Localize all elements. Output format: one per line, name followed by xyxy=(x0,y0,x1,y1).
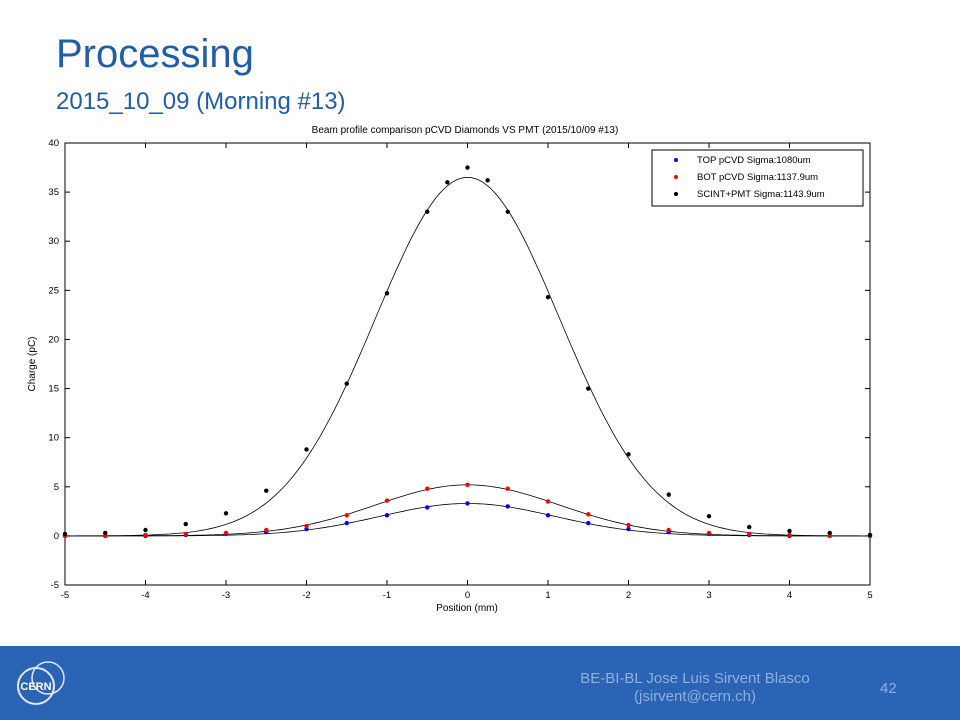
legend: TOP pCVD Sigma:1080um BOT pCVD Sigma:113… xyxy=(651,149,864,207)
legend-label-top: TOP pCVD Sigma:1080um xyxy=(697,155,811,166)
data-point-series-1 xyxy=(545,499,551,504)
x-axis-label: Position (mm) xyxy=(436,603,498,614)
cern-logo-icon: CERN xyxy=(17,661,65,705)
cern-logo-text: CERN xyxy=(20,681,51,693)
data-point-series-2 xyxy=(465,165,470,170)
footer-author-email: (jsirvent@cern.ch) xyxy=(634,688,756,705)
page-number: 42 xyxy=(880,680,897,697)
data-point-series-2 xyxy=(747,524,752,530)
y-tick-label: 30 xyxy=(48,236,59,247)
y-axis: -5 0 5 10 15 20 25 30 35 40 xyxy=(48,138,870,591)
legend-label-bot: BOT pCVD Sigma:1137.9um xyxy=(697,172,818,183)
footer-author-name: BE-BI-BL Jose Luis Sirvent Blasco xyxy=(580,670,810,687)
y-axis-label: Charge (pC) xyxy=(27,336,38,391)
data-point-series-2 xyxy=(344,381,349,386)
data-point-series-2 xyxy=(445,180,450,185)
data-point-series-2 xyxy=(183,521,188,527)
beam-profile-chart: Beam profile comparison pCVD Diamonds VS… xyxy=(27,125,873,614)
chart-title: Beam profile comparison pCVD Diamonds VS… xyxy=(312,125,619,136)
data-point-series-2 xyxy=(264,488,269,493)
data-point-series-0 xyxy=(344,520,349,526)
footer-author: BE-BI-BL Jose Luis Sirvent Blasco (jsirv… xyxy=(560,670,830,706)
legend-label-scint: SCINT+PMT Sigma:1143.9um xyxy=(697,189,825,200)
data-point-series-1 xyxy=(787,532,792,538)
data-point-series-1 xyxy=(666,527,671,533)
data-point-series-0 xyxy=(384,513,390,518)
x-tick-label: -1 xyxy=(383,590,391,601)
plot-area xyxy=(64,142,871,586)
data-point-series-2 xyxy=(143,527,148,533)
footer-bar: CERN BE-BI-BL Jose Luis Sirvent Blasco (… xyxy=(0,646,960,720)
data-point-series-1 xyxy=(425,486,430,491)
data-point-series-1 xyxy=(706,530,712,536)
data-point-series-2 xyxy=(384,291,390,296)
data-point-series-2 xyxy=(223,511,229,516)
y-tick-label: 5 xyxy=(54,482,59,493)
y-tick-label: 10 xyxy=(48,433,59,444)
data-point-series-2 xyxy=(304,447,309,452)
y-tick-label: 40 xyxy=(48,138,59,149)
data-point-series-0 xyxy=(425,505,430,510)
data-point-series-0 xyxy=(545,513,551,518)
y-tick-label: 35 xyxy=(48,187,59,198)
x-tick-label: 1 xyxy=(545,590,550,601)
x-axis: -5 -4 -3 -2 -1 0 1 2 3 4 5 xyxy=(61,143,873,601)
fit-curve-2 xyxy=(65,176,870,537)
slide-title: Processing xyxy=(56,32,254,76)
data-point-series-1 xyxy=(626,522,631,528)
y-tick-label: 20 xyxy=(48,334,59,345)
y-tick-label: -5 xyxy=(51,580,59,591)
x-tick-label: 4 xyxy=(787,590,792,601)
legend-box xyxy=(651,149,864,207)
slide-subtitle: 2015_10_09 (Morning #13) xyxy=(56,88,346,115)
data-point-series-2 xyxy=(586,386,591,391)
y-tick-label: 25 xyxy=(48,285,59,296)
data-point-series-2 xyxy=(545,295,551,300)
data-point-series-2 xyxy=(62,531,68,537)
x-tick-label: -2 xyxy=(302,590,310,601)
data-point-series-1 xyxy=(344,513,349,518)
data-point-series-2 xyxy=(425,209,430,214)
legend-marker-scint xyxy=(674,192,678,196)
x-tick-label: 5 xyxy=(867,590,872,601)
data-point-series-0 xyxy=(586,520,591,526)
data-point-series-0 xyxy=(465,501,470,506)
x-tick-label: -5 xyxy=(61,590,69,601)
data-point-series-0 xyxy=(626,526,631,532)
data-point-series-1 xyxy=(465,482,470,488)
y-tick-label: 0 xyxy=(54,531,59,542)
x-tick-label: 0 xyxy=(465,590,470,601)
data-point-series-2 xyxy=(706,514,712,519)
x-tick-label: 3 xyxy=(706,590,711,601)
legend-marker-top xyxy=(674,158,678,162)
data-point-series-2 xyxy=(666,492,671,497)
x-tick-label: -4 xyxy=(141,590,149,601)
data-point-series-2 xyxy=(626,452,631,457)
data-point-series-2 xyxy=(867,532,873,538)
data-point-series-1 xyxy=(183,531,188,537)
data-point-series-2 xyxy=(103,530,108,536)
data-point-series-1 xyxy=(384,498,390,503)
x-tick-label: 2 xyxy=(626,590,631,601)
y-tick-label: 15 xyxy=(48,384,59,395)
data-point-series-1 xyxy=(223,530,229,536)
data-point-series-2 xyxy=(485,178,490,183)
data-point-series-1 xyxy=(304,523,309,529)
data-point-series-1 xyxy=(264,527,269,533)
legend-marker-bot xyxy=(674,175,678,179)
data-points xyxy=(62,165,873,539)
data-point-series-1 xyxy=(143,532,148,538)
data-point-series-2 xyxy=(505,209,510,214)
x-tick-label: -3 xyxy=(222,590,230,601)
data-point-series-1 xyxy=(505,486,510,491)
data-point-series-1 xyxy=(586,512,591,517)
data-point-series-0 xyxy=(505,504,510,509)
data-point-series-1 xyxy=(747,531,752,537)
data-point-series-2 xyxy=(827,530,832,536)
data-point-series-2 xyxy=(787,528,792,534)
